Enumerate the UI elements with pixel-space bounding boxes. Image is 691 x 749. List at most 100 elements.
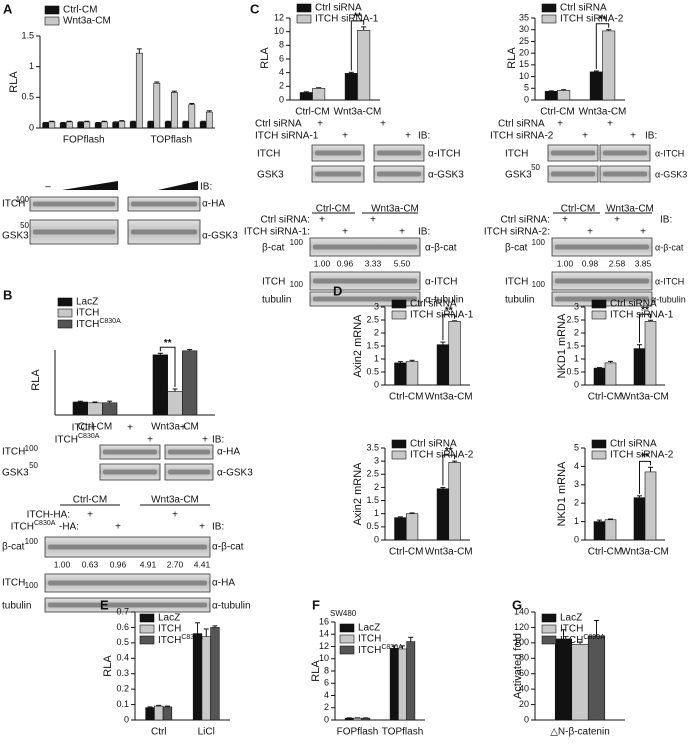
y-tick-label: 25 <box>519 36 529 46</box>
y-tick-label: 0 <box>324 714 329 724</box>
y-tick-label: 1 <box>374 353 379 363</box>
bar <box>361 717 371 721</box>
significance-bracket <box>442 454 456 486</box>
y-tick-label: 2.5 <box>366 469 379 479</box>
bar <box>112 122 120 129</box>
x-tick-label: Ctrl-CM <box>78 422 112 433</box>
blot-label: ITCH siRNA-2: <box>484 227 550 238</box>
y-tick-label: 1.5 <box>366 495 379 505</box>
legend-swatch <box>139 613 155 623</box>
legend-swatch <box>139 635 155 645</box>
blot-label: ITCH <box>505 149 528 160</box>
legend-swatch <box>591 310 607 320</box>
y-axis-label: Axin2 mRNA <box>352 314 364 378</box>
blot-label: 3.85 <box>635 258 652 268</box>
y-tick-label: 2 <box>374 327 379 337</box>
y-tick-label: 0 <box>574 534 579 544</box>
blot-label: 100 <box>25 444 39 453</box>
y-tick-label: 0.6 <box>116 622 129 632</box>
bar <box>100 121 108 129</box>
blot-label: α-tubulin <box>425 295 464 306</box>
legend-label: ITCH siRNA-2 <box>560 14 624 25</box>
bar <box>167 391 183 416</box>
blot-label: + <box>87 510 93 521</box>
blot-label: + <box>180 423 186 434</box>
blot-label: 50 <box>20 221 29 230</box>
significance-label: ** <box>641 452 649 463</box>
blot-label: Ctrl-CM <box>561 204 595 215</box>
bar <box>65 121 73 129</box>
y-axis-label: RLA <box>30 369 42 391</box>
y-tick-label: 35 <box>519 12 529 22</box>
blot-label: IB: <box>200 182 212 193</box>
blot-label: ITCH siRNA-2 <box>490 131 554 142</box>
blot-label: + <box>405 131 411 142</box>
bar <box>210 627 220 721</box>
blot-label: α-GSK3 <box>428 170 464 181</box>
blot-label: 100 <box>25 581 39 590</box>
significance-bracket <box>639 313 651 343</box>
blot-label: β-cat <box>2 542 25 553</box>
legend-label: LacZ <box>358 623 380 634</box>
blot-label: 0.98 <box>582 258 599 268</box>
bar <box>153 82 161 129</box>
legend-swatch <box>541 613 557 623</box>
legend-swatch <box>391 310 407 320</box>
bar <box>353 717 362 721</box>
bar <box>147 121 155 129</box>
blot-label: 100 <box>532 238 546 247</box>
legend-label: ITCH siRNA-2 <box>410 450 474 461</box>
bar <box>192 633 203 721</box>
y-tick-label: 0 <box>524 94 529 104</box>
x-tick-label: Ctrl-CM <box>588 392 622 403</box>
bar <box>587 635 606 721</box>
blot-label: Ctrl-CM <box>73 495 107 506</box>
blot-label: α-β-cat <box>212 542 244 553</box>
blot-label: + <box>640 227 646 238</box>
legend-label: ITCH siRNA-1 <box>315 14 379 25</box>
blot-label: ITCH siRNA-1: <box>244 227 310 238</box>
y-tick-label: 0.2 <box>116 684 129 694</box>
legend-superscript: C830A <box>99 318 121 325</box>
bar <box>170 92 178 129</box>
blot-label: + <box>562 215 568 226</box>
legend-label: Ctrl siRNA <box>560 3 607 14</box>
legend-swatch <box>296 3 312 13</box>
blot-label: GSK3 <box>2 468 29 479</box>
y-tick-label: 0 <box>524 714 529 724</box>
blot-label: IB: <box>418 131 430 142</box>
bar <box>448 462 461 541</box>
blot-label: – <box>45 182 51 193</box>
legend-swatch <box>57 297 73 307</box>
legend-swatch <box>339 634 355 644</box>
blot-band <box>313 278 417 284</box>
legend-label: LacZ <box>76 297 98 308</box>
legend-label: Ctrl siRNA <box>315 3 362 14</box>
y-tick-label: 80 <box>519 653 529 663</box>
bar <box>77 122 85 129</box>
y-axis-label: Axin2 mRNA <box>352 462 364 526</box>
blot-label: C830A <box>78 433 100 440</box>
bar <box>593 367 606 386</box>
bar <box>135 52 143 129</box>
y-axis-label: NKD1 mRNA <box>556 313 568 378</box>
bar <box>42 122 50 129</box>
blot-label: + <box>172 510 178 521</box>
legend-superscript: C830A <box>381 644 403 651</box>
blot-band <box>33 201 115 207</box>
legend-name: ITCH <box>76 319 99 330</box>
y-tick-label: 0 <box>29 122 34 132</box>
legend-swatch <box>541 3 557 13</box>
blot-band <box>551 171 595 177</box>
bar <box>344 73 358 101</box>
y-tick-label: 2 <box>324 702 329 712</box>
legend-label: Ctrl siRNA <box>410 299 457 310</box>
bar <box>182 350 198 416</box>
y-tick-label: 2.5 <box>366 314 379 324</box>
blot-band <box>313 244 417 250</box>
significance-bracket <box>350 20 365 71</box>
blot-label: α-GSK3 <box>217 468 253 479</box>
blot-label: 3.33 <box>365 258 382 268</box>
y-tick-label: 1 <box>29 61 34 71</box>
x-tick-label: Wnt3a-CM <box>425 392 473 403</box>
